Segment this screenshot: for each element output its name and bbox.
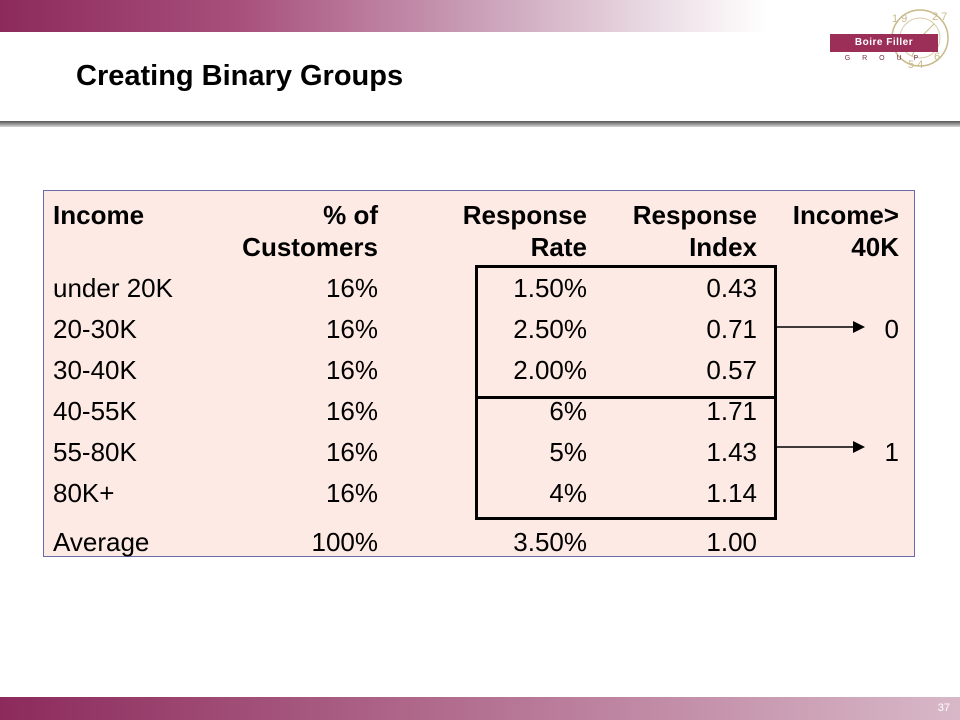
- row-40-55k-income: 40-55K: [53, 396, 137, 426]
- row-55-80k-pct: 16%: [325, 437, 378, 467]
- row-30-40k-income: 30-40K: [53, 355, 137, 385]
- arrow-right-icon: [777, 441, 865, 453]
- header-band: [0, 0, 960, 32]
- row-average-rate: 3.50%: [513, 527, 587, 557]
- header-index-line2: Index: [689, 232, 757, 262]
- header-binary-line2: 40K: [851, 232, 899, 262]
- svg-text:6: 6: [934, 51, 940, 63]
- row-average-index: 1.00: [706, 527, 757, 557]
- row-under20k-rate: 1.50%: [513, 273, 587, 303]
- data-table: Income % of Customers Response Rate Resp…: [43, 190, 915, 557]
- svg-text:1 9: 1 9: [892, 13, 907, 25]
- row-20-30k-index: 0.71: [706, 314, 757, 344]
- row-average-pct: 100%: [311, 527, 379, 557]
- group-frame-high-income: [475, 396, 777, 520]
- row-under20k-index: 0.43: [706, 273, 757, 303]
- group-frame-low-income: [475, 265, 777, 399]
- row-20-30k-pct: 16%: [325, 314, 378, 344]
- header-pct-line2: Customers: [242, 232, 378, 262]
- group-value-high: 1: [884, 437, 899, 467]
- row-80k-plus-index: 1.14: [706, 478, 757, 508]
- row-average-income: Average: [53, 527, 150, 557]
- svg-text:2 7: 2 7: [932, 11, 947, 23]
- row-55-80k-rate: 5%: [549, 437, 587, 467]
- page-number: 37: [937, 702, 950, 714]
- row-55-80k-index: 1.43: [706, 437, 757, 467]
- logo-emblem-icon: 1 9 2 7 6 5 4: [891, 9, 949, 71]
- arrow-right-icon: [777, 321, 865, 333]
- row-under20k-income: under 20K: [53, 273, 173, 303]
- company-logo: 1 9 2 7 6 5 4 Boire Filler G R O U P: [822, 6, 958, 76]
- row-30-40k-pct: 16%: [325, 355, 378, 385]
- header-index-line1: Response: [632, 200, 757, 230]
- header-rate-line1: Response: [462, 200, 587, 230]
- group-value-low: 0: [884, 314, 899, 344]
- row-30-40k-index: 0.57: [706, 355, 757, 385]
- footer-band: [0, 697, 960, 720]
- row-40-55k-rate: 6%: [549, 396, 587, 426]
- row-80k-plus-income: 80K+: [53, 478, 115, 508]
- header-pct-line1: % of: [323, 200, 378, 230]
- header-rate-line2: Rate: [530, 232, 587, 262]
- row-30-40k-rate: 2.00%: [513, 355, 587, 385]
- row-80k-plus-pct: 16%: [325, 478, 378, 508]
- row-40-55k-pct: 16%: [325, 396, 378, 426]
- svg-text:5 4: 5 4: [908, 59, 923, 71]
- header-binary-line1: Income>: [792, 200, 899, 230]
- row-under20k-pct: 16%: [325, 273, 378, 303]
- row-40-55k-index: 1.71: [706, 396, 757, 426]
- logo-subtitle: G R O U P: [844, 55, 924, 62]
- slide-title: Creating Binary Groups: [76, 60, 404, 92]
- header-income: Income: [53, 200, 145, 230]
- row-55-80k-income: 55-80K: [53, 437, 137, 467]
- title-divider: [0, 121, 960, 127]
- row-80k-plus-rate: 4%: [549, 478, 587, 508]
- logo-name: Boire Filler: [830, 34, 938, 52]
- row-20-30k-rate: 2.50%: [513, 314, 587, 344]
- row-20-30k-income: 20-30K: [53, 314, 137, 344]
